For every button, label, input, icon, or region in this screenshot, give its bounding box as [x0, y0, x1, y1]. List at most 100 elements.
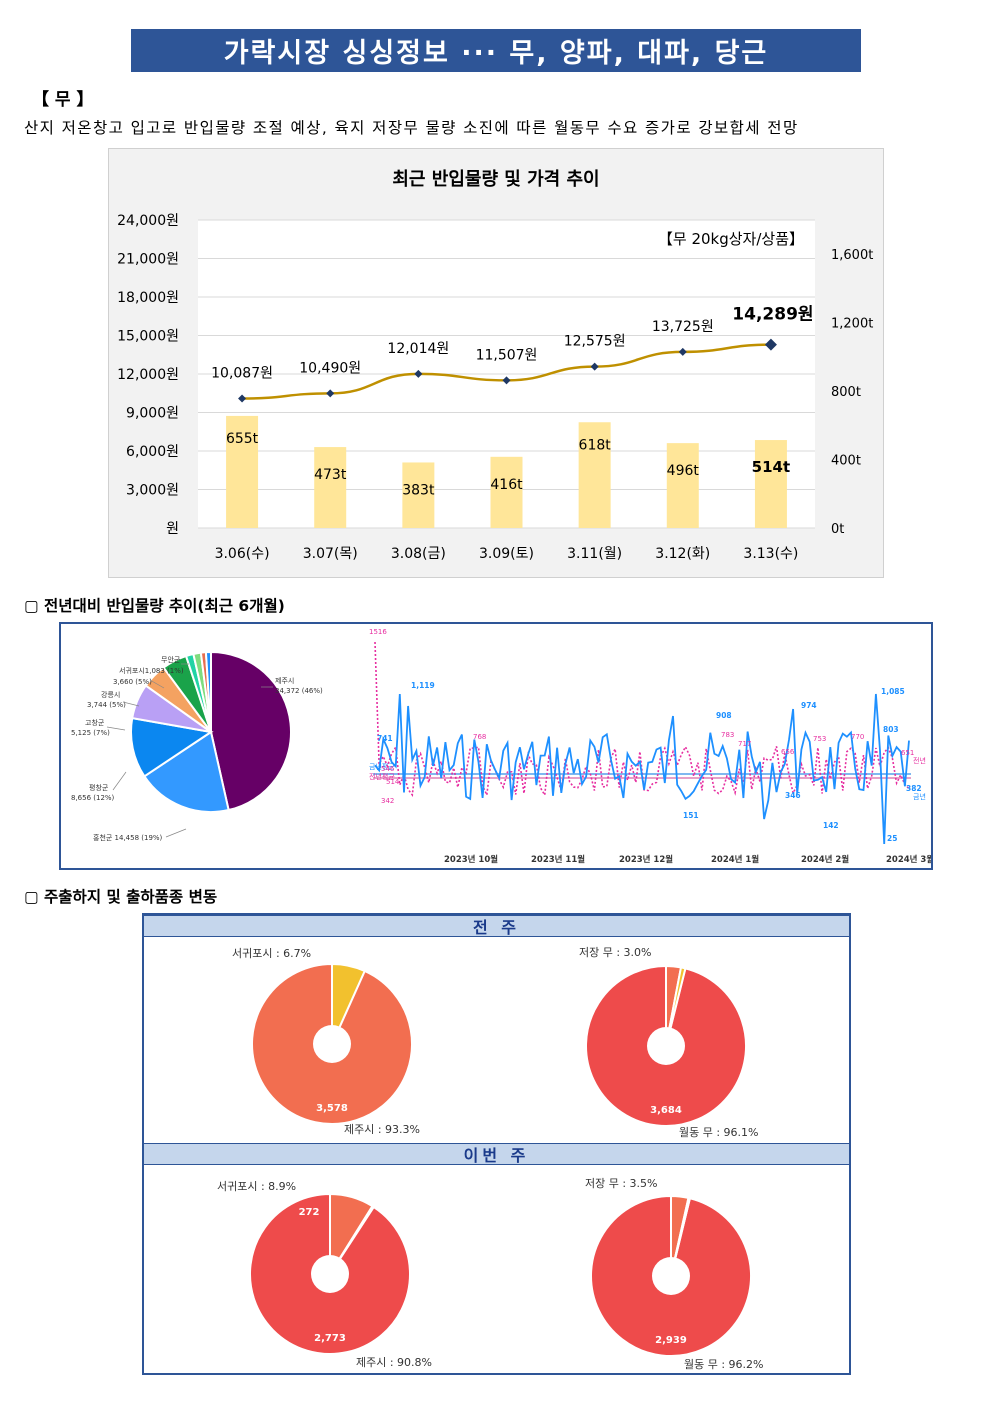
left-tick-label: 3,000원	[126, 483, 179, 499]
slice-label: 저장 무 : 3.5%	[585, 1177, 658, 1190]
left-tick-label: 21,000원	[117, 252, 179, 268]
slice-value: 2,939	[655, 1335, 687, 1346]
x-tick-label: 3.12(화)	[655, 546, 710, 562]
slice-value: 272	[299, 1207, 320, 1218]
previous-annotation: 753	[813, 735, 826, 743]
left-tick-label: 6,000원	[126, 444, 179, 460]
volume-bar	[490, 456, 523, 528]
pie-label: 3,660 (5%)	[113, 678, 152, 686]
volume-bar	[666, 443, 699, 528]
page-title: 가락시장 싱싱정보 ··· 무, 양파, 대파, 당근	[131, 29, 861, 72]
avg-label: 전년평균	[369, 772, 395, 781]
share-donut-slice	[585, 964, 747, 1127]
right-tick-label: 1,200t	[831, 317, 873, 332]
current-annotation: 908	[716, 711, 732, 720]
previous-year-series	[374, 641, 910, 798]
x-tick-label: 3.06(수)	[215, 546, 270, 562]
current-annotation: 346	[785, 791, 801, 800]
series-label: 전년	[913, 756, 926, 765]
price-marker	[590, 362, 599, 371]
current-annotation: 741	[377, 734, 393, 743]
slice-label: 월동 무 : 96.1%	[679, 1126, 759, 1139]
left-tick-label: 15,000원	[117, 329, 179, 345]
leader-line	[112, 771, 127, 791]
previous-annotation: 770	[851, 733, 864, 741]
donut-hole	[647, 1027, 685, 1065]
yoy-volume-chart: 제주시 34,372 (46%) 홍천군 14,458 (19%) 평창군 8,656 …	[59, 622, 934, 870]
this-week-header: 이번 주	[144, 1143, 849, 1165]
right-tick-label: 400t	[831, 454, 861, 469]
pie-label: 평창군	[89, 783, 109, 792]
current-annotation: 382	[906, 784, 922, 793]
origin-pie-slice	[204, 650, 212, 733]
price-label: 13,725원	[652, 319, 714, 335]
pie-label: 8,656 (12%)	[71, 794, 115, 802]
slice-value: 3,684	[650, 1105, 682, 1116]
pie-label: 고창군	[85, 719, 105, 727]
yoy-volume-chart-svg: 제주시 34,372 (46%) 홍천군 14,458 (19%) 평창군 8,656 …	[71, 628, 934, 865]
volume-bar	[226, 415, 259, 528]
market-summary: 산지 저온창고 입고로 반입물량 조절 예상, 육지 저장무 물량 소진에 따른…	[24, 119, 799, 137]
previous-annotation: 768	[473, 733, 486, 741]
last-week-header: 전 주	[144, 915, 849, 937]
price-marker	[678, 347, 687, 356]
slice-label: 저장 무 : 3.0%	[579, 946, 652, 959]
share-donut-slice	[590, 1194, 752, 1357]
volume-label: 514t	[752, 458, 790, 476]
right-tick-label: 1,600t	[831, 248, 873, 263]
left-tick-label: 원	[166, 521, 179, 537]
price-volume-chart: 최근 반입물량 및 가격 추이 655t 473t 383t 416t 618t 496t…	[108, 148, 884, 578]
section-label: 【 무 】	[32, 90, 94, 110]
price-marker	[326, 389, 335, 398]
left-tick-label: 9,000원	[126, 406, 179, 422]
share-donut-slice	[331, 962, 367, 1045]
slice-label: 제주시 : 90.8%	[356, 1356, 432, 1369]
volume-bar	[314, 447, 347, 528]
series-label: 금년	[913, 792, 926, 801]
share-donut-slice	[665, 966, 687, 1047]
volume-label: 496t	[667, 463, 700, 479]
x-tick-label: 2024년 2월	[801, 854, 849, 865]
x-tick-label: 3.09(토)	[479, 546, 534, 562]
current-annotation: 25	[887, 834, 897, 843]
x-tick-label: 2023년 10월	[444, 854, 498, 865]
previous-annotation: 651	[901, 749, 914, 757]
pie-label: 제주시	[275, 677, 294, 685]
pie-label: 무안군	[161, 655, 181, 664]
donut-hole	[311, 1255, 349, 1293]
left-tick-label: 24,000원	[117, 213, 179, 229]
current-year-series	[374, 693, 910, 845]
previous-annotation: 514	[386, 778, 400, 786]
previous-annotation: 656	[781, 748, 795, 756]
volume-label: 655t	[226, 431, 259, 447]
price-label: 10,490원	[299, 360, 361, 376]
section2-label: ▢ 전년대비 반입물량 추이(최근 6개월)	[24, 597, 285, 615]
pie-label: 홍천군 14,458 (19%)	[93, 833, 163, 842]
x-tick-label: 3.11(월)	[567, 546, 622, 562]
slice-label: 서귀포시 : 8.9%	[217, 1180, 296, 1193]
leader-line	[122, 701, 140, 707]
leader-line	[149, 679, 165, 689]
volume-bar	[754, 440, 787, 528]
volume-label: 473t	[314, 467, 347, 483]
current-annotation: 142	[823, 821, 839, 830]
previous-annotation: 546	[381, 765, 395, 773]
x-tick-label: 2024년 3월	[886, 854, 931, 865]
price-label: 10,087원	[211, 366, 273, 382]
origin-variety-chart: 전 주 이번 주 3,578 제주시 : 93.3% 서귀포시 : 6.7% 3,68…	[142, 913, 851, 1375]
price-marker	[414, 369, 423, 378]
origin-pie-slice	[210, 650, 292, 812]
current-annotation: 1,085	[881, 687, 905, 696]
x-tick-label: 3.07(목)	[303, 546, 358, 562]
donut-hole	[652, 1257, 690, 1295]
price-label: 14,289원	[732, 305, 813, 325]
slice-label: 서귀포시 : 6.7%	[232, 947, 311, 960]
x-tick-label: 2024년 1월	[711, 854, 759, 865]
previous-annotation: 1516	[369, 628, 387, 636]
pie-label: 강릉시	[101, 690, 120, 699]
price-volume-chart-svg: 최근 반입물량 및 가격 추이 655t 473t 383t 416t 618t 496t…	[117, 168, 873, 562]
x-tick-label: 3.13(수)	[743, 546, 798, 562]
left-tick-label: 12,000원	[117, 367, 179, 383]
volume-bar	[578, 422, 611, 528]
pie-label: 서귀포시1,083 (1%)	[119, 666, 184, 675]
